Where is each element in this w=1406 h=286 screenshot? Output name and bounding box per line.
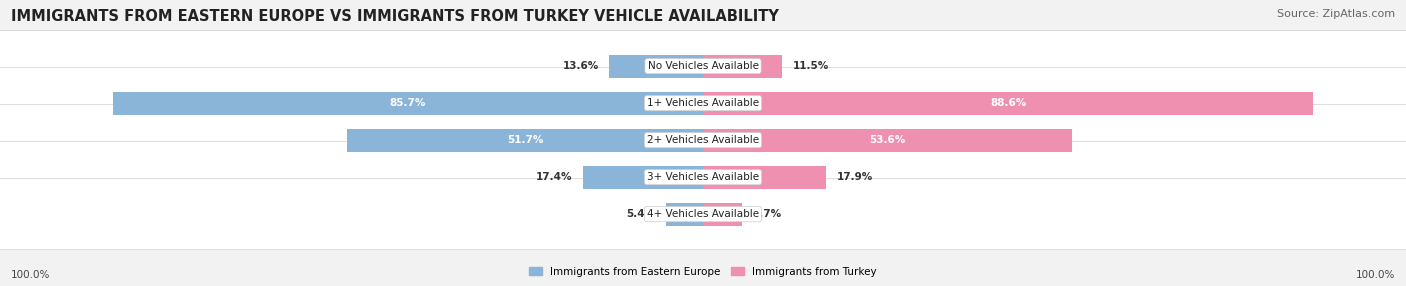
Bar	[583, 166, 703, 189]
Text: 1+ Vehicles Available: 1+ Vehicles Available	[647, 98, 759, 108]
Bar	[703, 92, 1313, 115]
Text: 85.7%: 85.7%	[389, 98, 426, 108]
Bar	[347, 129, 703, 152]
Bar	[703, 129, 1073, 152]
Text: 88.6%: 88.6%	[990, 98, 1026, 108]
Bar	[703, 203, 742, 226]
Text: 13.6%: 13.6%	[562, 61, 599, 71]
FancyBboxPatch shape	[0, 179, 1406, 250]
Text: 11.5%: 11.5%	[793, 61, 828, 71]
Text: 5.7%: 5.7%	[752, 209, 782, 219]
Text: No Vehicles Available: No Vehicles Available	[648, 61, 758, 71]
Legend: Immigrants from Eastern Europe, Immigrants from Turkey: Immigrants from Eastern Europe, Immigran…	[526, 263, 880, 281]
Text: 17.4%: 17.4%	[536, 172, 572, 182]
Text: 100.0%: 100.0%	[11, 270, 51, 280]
FancyBboxPatch shape	[0, 67, 1406, 139]
Text: 51.7%: 51.7%	[506, 135, 543, 145]
Text: IMMIGRANTS FROM EASTERN EUROPE VS IMMIGRANTS FROM TURKEY VEHICLE AVAILABILITY: IMMIGRANTS FROM EASTERN EUROPE VS IMMIGR…	[11, 9, 779, 23]
FancyBboxPatch shape	[0, 105, 1406, 176]
FancyBboxPatch shape	[0, 142, 1406, 213]
Bar	[609, 55, 703, 78]
Text: 2+ Vehicles Available: 2+ Vehicles Available	[647, 135, 759, 145]
Text: 17.9%: 17.9%	[837, 172, 873, 182]
Text: 5.4%: 5.4%	[626, 209, 655, 219]
FancyBboxPatch shape	[0, 31, 1406, 102]
Bar	[703, 166, 827, 189]
Bar	[666, 203, 703, 226]
Text: 100.0%: 100.0%	[1355, 270, 1395, 280]
Text: Source: ZipAtlas.com: Source: ZipAtlas.com	[1277, 9, 1395, 19]
Bar	[703, 55, 782, 78]
Text: 4+ Vehicles Available: 4+ Vehicles Available	[647, 209, 759, 219]
Text: 53.6%: 53.6%	[869, 135, 905, 145]
Text: 3+ Vehicles Available: 3+ Vehicles Available	[647, 172, 759, 182]
Bar	[112, 92, 703, 115]
